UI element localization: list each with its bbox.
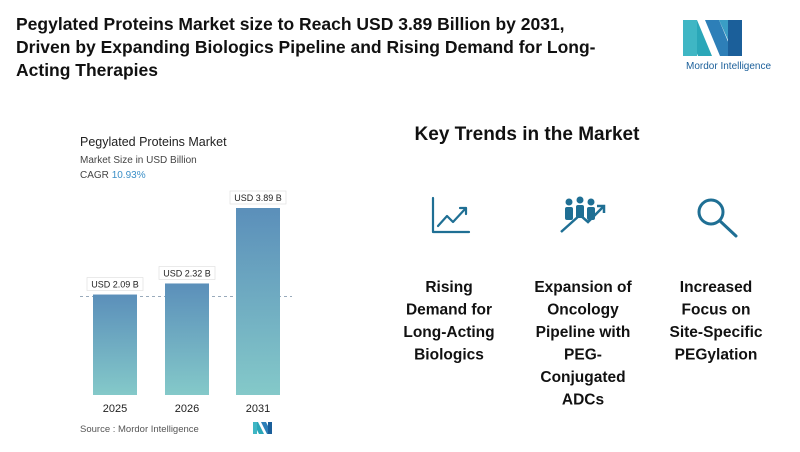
trend-text: Increased [680, 279, 752, 296]
trend-text: Oncology [547, 302, 619, 319]
title-line: Pegylated Proteins Market size to Reach … [16, 14, 565, 34]
x-tick-label: 2026 [175, 403, 199, 415]
value-label: USD 3.89 B [234, 193, 282, 203]
icon-chart [431, 196, 471, 234]
icon-magnifier [697, 198, 738, 238]
value-label: USD 2.09 B [91, 280, 139, 290]
bar [165, 283, 209, 395]
trend-text: Pipeline with [536, 324, 631, 341]
chart-title: Pegylated Proteins Market [80, 135, 227, 149]
trend-text: Demand for [406, 302, 492, 319]
small-logo [253, 422, 272, 434]
title-line: Driven by Expanding Biologics Pipeline a… [16, 37, 596, 57]
logo-text: Mordor Intelligence [686, 61, 771, 72]
trend-text: Rising [425, 279, 472, 296]
logo: Mordor Intelligence [683, 20, 771, 72]
bar [93, 294, 137, 395]
value-label-box [158, 266, 216, 280]
trend-text: Biologics [414, 347, 484, 364]
x-tick-label: 2025 [103, 403, 127, 415]
icon-people [560, 196, 606, 233]
x-tick-label: 2031 [246, 403, 270, 415]
trend-text: PEGylation [675, 347, 758, 364]
trend-text: Site-Specific [669, 324, 762, 341]
cagr-value: 10.93% [112, 170, 146, 181]
trend-text: Long-Acting [403, 324, 494, 341]
trend-text: PEG- [564, 347, 602, 364]
trend-text: Focus on [682, 302, 751, 319]
trend-text: Conjugated [540, 369, 625, 386]
bar [236, 208, 280, 395]
cagr-label: CAGR [80, 170, 109, 181]
title-line: Acting Therapies [16, 60, 158, 80]
trend-text: Expansion of [534, 279, 632, 296]
value-label-box [86, 277, 144, 291]
source: Source : Mordor Intelligence [80, 424, 199, 435]
trend-text: ADCs [562, 392, 604, 409]
cagr: CAGR 10.93% [80, 170, 146, 181]
trends-title: Key Trends in the Market [415, 124, 641, 145]
value-label: USD 2.32 B [163, 268, 211, 278]
chart-subtitle: Market Size in USD Billion [80, 155, 197, 166]
value-label-box [229, 190, 287, 205]
